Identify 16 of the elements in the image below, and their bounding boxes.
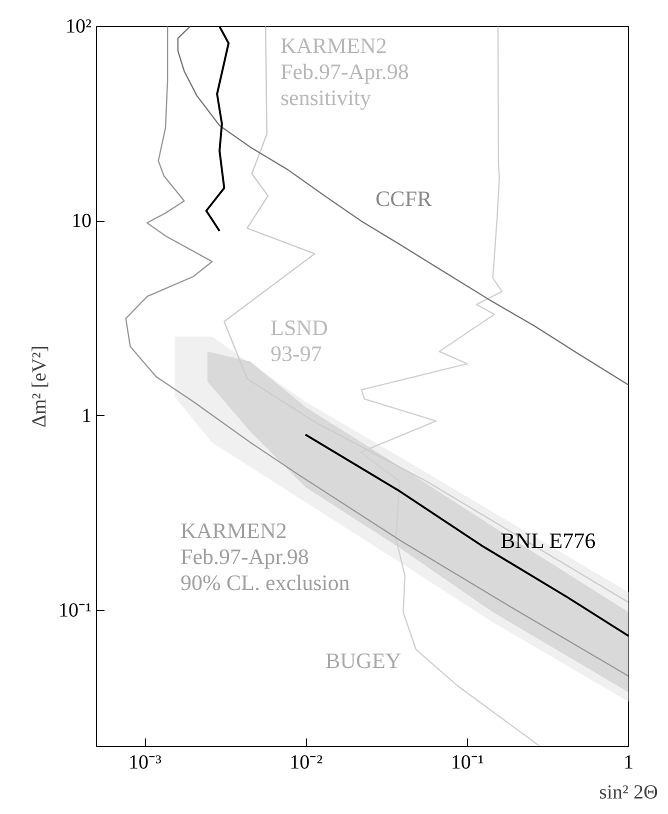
annotation: KARMEN2 Feb.97-Apr.98 sensitivity bbox=[280, 33, 409, 110]
y-tick-label: 1 bbox=[82, 404, 92, 427]
x-tick-label: 10⁻² bbox=[290, 752, 323, 774]
x-axis-title: sin² 2Θ bbox=[599, 782, 658, 804]
y-axis-title: Δm² [eV²] bbox=[28, 345, 51, 428]
y-tick-label: 10 bbox=[72, 210, 92, 232]
y-tick-label: 10⁻¹ bbox=[58, 599, 92, 622]
annotation: LSND 93-97 bbox=[270, 315, 328, 366]
x-tick-label: 10⁻³ bbox=[128, 752, 162, 774]
y-tick-label: 10² bbox=[66, 16, 92, 38]
annotation: BNL E776 bbox=[500, 528, 596, 553]
annotation: KARMEN2 Feb.97-Apr.98 90% CL. exclusion bbox=[180, 518, 350, 595]
annotation: CCFR bbox=[376, 186, 432, 211]
annotation: BUGEY bbox=[326, 648, 402, 673]
x-tick-label: 1 bbox=[624, 752, 634, 774]
x-tick-label: 10⁻¹ bbox=[450, 752, 484, 774]
